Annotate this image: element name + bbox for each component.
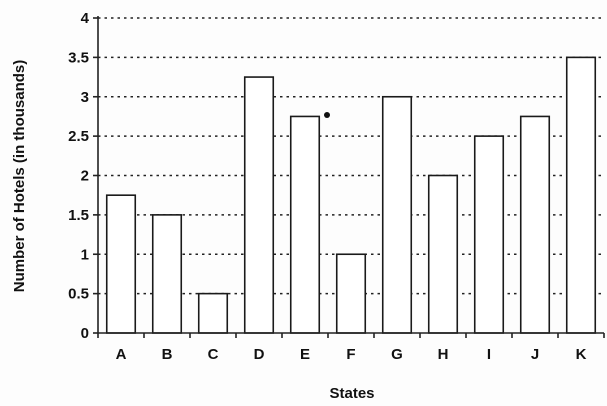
bar-J [519,115,551,334]
y-tick-label-1: 0.5 [68,286,89,303]
x-tick-label-C: C [208,346,219,363]
x-tick-label-H: H [438,346,449,363]
x-tick-label-B: B [162,346,173,363]
y-tick-labels: 0 0.5 1 1.5 2 2.5 3 3.5 4 [68,10,90,342]
bar-A [105,194,137,334]
x-axis-title: States [329,385,374,402]
bar-K [565,56,597,334]
y-tick-label-2: 1 [81,246,89,263]
y-tick-label-3: 1.5 [68,207,89,224]
bar-I [473,135,505,334]
x-tick-label-A: A [116,346,127,363]
bars [105,56,597,334]
x-tick-label-J: J [531,346,539,363]
x-tick-labels: A B C D E F G H I J K [116,346,587,363]
bar-F [335,253,367,334]
x-tick-label-I: I [487,346,491,363]
bar-G [381,95,413,334]
y-tick-label-5: 2.5 [68,128,89,145]
axes [93,16,605,338]
y-axis-title: Number of Hotels (in thousands) [11,60,28,293]
y-tick-label-8: 4 [81,10,90,27]
y-tick-label-7: 3.5 [68,49,89,66]
x-tick-label-D: D [254,346,265,363]
x-tick-label-K: K [576,346,587,363]
y-tick-label-0: 0 [81,325,89,342]
bar-H [427,174,459,334]
bar-D [243,76,275,334]
scan-speck [324,112,330,118]
x-tick-label-G: G [391,346,403,363]
bar-C [197,292,229,334]
y-tick-label-4: 2 [81,168,89,185]
x-tick-label-F: F [346,346,355,363]
bar-B [151,214,183,334]
y-tick-label-6: 3 [81,89,89,106]
x-tick-label-E: E [300,346,310,363]
bar-E [289,115,321,334]
